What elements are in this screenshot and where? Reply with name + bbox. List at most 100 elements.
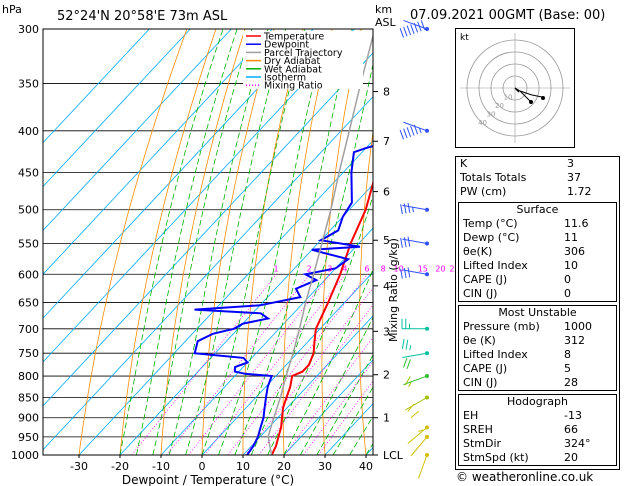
pressure-tick-label: 700 — [18, 323, 39, 336]
mixing-ratio-line — [317, 380, 373, 455]
barb-flag — [401, 338, 405, 349]
most-unstable-value: 1000 — [564, 320, 592, 333]
isotherm — [160, 227, 373, 455]
barb-flag — [420, 20, 426, 31]
isotherm — [43, 96, 373, 451]
surface-row: Dewp (°C) 11 — [459, 231, 616, 245]
barb-flag — [407, 267, 411, 278]
plot-frame — [42, 28, 374, 456]
surface-title: Surface — [516, 203, 559, 216]
most-unstable-section: Most Unstable Pressure (mb) 1000 θe (K) 312… — [458, 305, 617, 391]
barb-shaft — [410, 436, 428, 457]
legend-label: Mixing Ratio — [264, 81, 323, 92]
barb-flag — [400, 268, 403, 279]
background-lines — [43, 29, 629, 455]
height-label: LCL — [383, 449, 404, 462]
wet-adiabat — [250, 62, 373, 455]
barb-flag — [405, 339, 409, 350]
index-value: 1.72 — [567, 185, 592, 198]
dry-adiabat — [242, 29, 304, 455]
most-unstable-row: θe (K) 312 — [459, 334, 616, 348]
barb-flag — [403, 203, 407, 214]
barb-station — [425, 128, 429, 133]
mixing-ratio-label: 6 — [364, 264, 369, 273]
temperature-tick-label: 30 — [318, 460, 332, 473]
hodograph-ring-label: 20 — [495, 102, 504, 110]
temperature-tick-label: 10 — [236, 460, 250, 473]
pressure-tick-label: 400 — [18, 125, 39, 138]
hodograph-unit-label: kt — [460, 33, 469, 43]
isotherm — [283, 359, 373, 455]
barb-flag — [406, 127, 412, 137]
barb-flag — [399, 129, 404, 140]
most-unstable-label: CIN (J) — [463, 376, 498, 389]
dry-adiabat — [160, 29, 246, 455]
isotherm — [43, 29, 273, 275]
surface-section: Surface Temp (°C) 11.6 Dewp (°C) 11 θe(K) 306… — [458, 202, 617, 302]
height-label: 8 — [383, 86, 390, 99]
height-label: 7 — [383, 135, 390, 148]
mixing-ratio-label: 25 — [449, 264, 459, 273]
top-indices: K 3 Totals Totals 37 PW (cm) 1.72 — [456, 157, 619, 199]
hodograph-value: -13 — [564, 409, 582, 422]
mixing-ratio-line — [258, 304, 373, 455]
mixing-ratio-label: 10 — [394, 264, 404, 273]
most-unstable-row: Pressure (mb) 1000 — [459, 320, 616, 334]
barb-shaft — [402, 269, 428, 275]
surface-value: 0 — [564, 273, 571, 286]
wind-barb — [400, 202, 429, 215]
pressure-tick-label: 550 — [18, 237, 39, 250]
barb-flag — [406, 25, 412, 36]
dry-adiabat — [359, 128, 373, 455]
isotherm — [242, 315, 373, 455]
most-unstable-title: Most Unstable — [498, 306, 577, 319]
legend-label: Temperature — [263, 32, 324, 43]
pressure-tick-label: 800 — [18, 370, 39, 383]
hodograph-panel: kt 10 20 30 40 — [455, 28, 575, 148]
location-label: 52°24'N 20°58'E 73m ASL — [57, 9, 228, 24]
hodograph-ring-label: 30 — [487, 110, 496, 118]
wet-adiabat — [283, 268, 373, 455]
barb-flag — [410, 410, 419, 419]
pressure-tick-label: 350 — [18, 78, 39, 91]
hodograph-value: 66 — [564, 423, 578, 436]
isotherm — [43, 29, 355, 363]
hodograph-label: StmSpd (kt) — [463, 451, 529, 464]
datetime-label: 07.09.2021 00GMT (Base: 00) — [410, 8, 606, 23]
legend-label: Parcel Trajectory — [264, 48, 343, 59]
hodograph-title: Hodograph — [507, 395, 568, 408]
barb-flag — [403, 237, 407, 248]
wind-barb — [417, 429, 429, 479]
most-unstable-value: 28 — [564, 376, 578, 389]
pressure-tick-label: 900 — [18, 412, 39, 425]
temperature-tick-label: -10 — [152, 460, 170, 473]
pressure-tick-label: 300 — [18, 23, 39, 36]
mixing-ratio-label: 8 — [381, 264, 386, 273]
pressure-tick-label: 600 — [18, 268, 39, 281]
mixing-ratio-label: 2 — [307, 264, 312, 273]
wet-adiabat — [218, 29, 328, 455]
mixing-ratio-axis-label: Mixing Ratio (g/kg) — [387, 238, 400, 342]
barb-flag — [413, 124, 419, 135]
dry-adiabat — [623, 29, 629, 455]
km-unit-label: km — [375, 3, 392, 16]
parcel-trajectory-line — [267, 32, 373, 455]
barb-flag — [407, 202, 411, 213]
hodograph-value: 324° — [564, 437, 591, 450]
wet-adiabat — [267, 194, 373, 455]
dry-adiabat — [431, 29, 448, 455]
mixing-ratio-label: 20 — [435, 264, 445, 273]
pressure-tick-label: 1000 — [11, 449, 39, 462]
isotherm — [43, 29, 232, 231]
barb-station — [425, 272, 429, 277]
wet-adiabat — [316, 354, 373, 455]
barb-flag — [406, 359, 411, 369]
legend-label: Dry Adiabat — [264, 56, 321, 67]
asl-unit-label: ASL — [375, 16, 397, 29]
pressure-tick-label: 750 — [18, 347, 39, 360]
hodograph-row: StmSpd (kt) 20 — [459, 451, 616, 465]
surface-label: Lifted Index — [463, 259, 528, 272]
most-unstable-row: CAPE (J) 5 — [459, 362, 616, 376]
